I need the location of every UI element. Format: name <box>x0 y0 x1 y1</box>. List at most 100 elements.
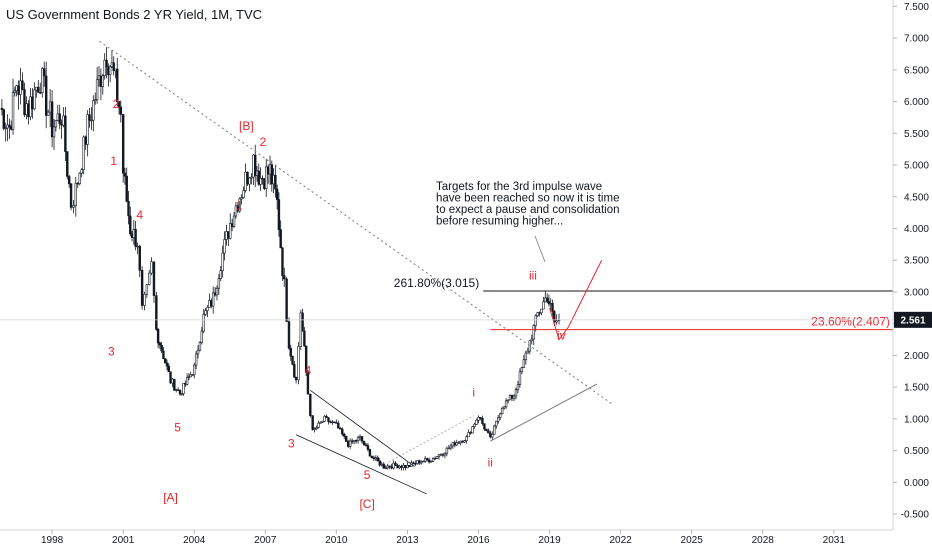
y-tick-label: 4.000 <box>904 224 929 235</box>
candle-body <box>275 188 279 200</box>
candle-body <box>439 454 443 456</box>
candle-body <box>416 460 419 464</box>
candle-body <box>370 455 374 458</box>
candle-body <box>250 176 253 179</box>
candle-body <box>194 353 198 366</box>
y-tick-label: 1.000 <box>904 414 929 425</box>
y-tick-label: 0.500 <box>904 446 929 457</box>
candle-body <box>510 395 514 399</box>
candle-body <box>105 59 108 67</box>
y-tick-label: 0.000 <box>904 478 929 489</box>
candle-body <box>524 352 528 361</box>
candle-body <box>155 295 158 330</box>
y-tick-label: 3.000 <box>904 287 929 298</box>
candle-body <box>238 198 241 212</box>
candle-body <box>19 80 22 95</box>
candle-body <box>82 136 85 171</box>
candle-body <box>528 340 531 352</box>
candle-body <box>95 79 99 100</box>
fib-level-label: 23.60%(2.407) <box>811 315 890 329</box>
candle-body <box>544 297 547 303</box>
candle-body <box>191 374 194 376</box>
candle-body <box>502 406 506 409</box>
candle-body <box>345 435 348 442</box>
x-tick-label: 2022 <box>609 535 632 546</box>
candle-body <box>506 399 510 402</box>
candle-body <box>74 182 77 206</box>
candle-body <box>259 178 262 185</box>
candle-body <box>185 377 189 385</box>
candle-body <box>319 421 322 424</box>
candle-body <box>412 462 415 464</box>
candle-body <box>50 101 54 138</box>
candle-body <box>202 313 205 332</box>
candle-body <box>41 68 44 93</box>
candle-body <box>297 346 300 381</box>
candle-body <box>13 90 17 93</box>
candle-body <box>394 462 397 466</box>
candle-body <box>206 307 209 311</box>
candle-body <box>461 440 464 443</box>
candle-body <box>508 395 512 401</box>
candle-body <box>90 119 93 122</box>
candle-body <box>547 301 551 305</box>
candle-body <box>265 166 268 189</box>
candle-body <box>112 62 115 72</box>
candle-body <box>453 442 456 446</box>
candle-body <box>301 312 304 332</box>
candle-body <box>306 372 310 395</box>
candle-body <box>208 300 211 308</box>
x-tick-label: 2007 <box>254 535 277 546</box>
candle-body <box>56 113 59 121</box>
wave-label: 2 <box>113 97 120 111</box>
candle-body <box>285 278 288 322</box>
candle-body <box>283 275 286 280</box>
candle-body <box>4 127 7 130</box>
candle-body <box>215 287 219 296</box>
candle-body <box>457 442 460 444</box>
candle-body <box>473 423 476 427</box>
candle-body <box>402 465 405 468</box>
candle-body <box>343 433 346 437</box>
rising-channel-upper <box>388 415 474 463</box>
candle-body <box>116 68 119 102</box>
candle-body <box>356 437 360 441</box>
candle-body <box>449 445 453 449</box>
candle-body <box>211 292 215 307</box>
candle-body <box>143 293 146 306</box>
candle-body <box>72 205 75 208</box>
candle-body <box>8 124 11 128</box>
y-tick-label: 7.500 <box>904 2 929 13</box>
candle-body <box>76 182 79 185</box>
candle-body <box>119 106 123 115</box>
candle-body <box>545 297 549 302</box>
candle-body <box>339 427 342 430</box>
candle-body <box>504 400 508 408</box>
candle-body <box>182 382 185 394</box>
candle-body <box>540 308 543 314</box>
candle-body <box>447 447 451 450</box>
candle-body <box>491 434 494 438</box>
candle-body <box>329 421 332 423</box>
candle-body <box>532 325 535 340</box>
x-tick-label: 2016 <box>467 535 490 546</box>
candle-body <box>210 300 213 307</box>
rising-channel-lower <box>490 383 598 442</box>
y-tick-label: 5.000 <box>904 161 929 172</box>
candle-body <box>341 428 344 435</box>
candle-body <box>274 174 277 190</box>
projected-path <box>549 260 603 341</box>
candle-body <box>84 136 87 145</box>
candle-body <box>48 101 52 113</box>
candle-body <box>176 389 180 391</box>
wedge-lower-line <box>295 434 427 495</box>
candle-body <box>555 320 558 323</box>
candle-body <box>481 417 484 424</box>
candle-body <box>156 329 160 344</box>
candle-body <box>483 423 486 430</box>
candle-body <box>21 80 24 90</box>
candle-body <box>227 231 230 239</box>
candle-body <box>140 270 144 306</box>
